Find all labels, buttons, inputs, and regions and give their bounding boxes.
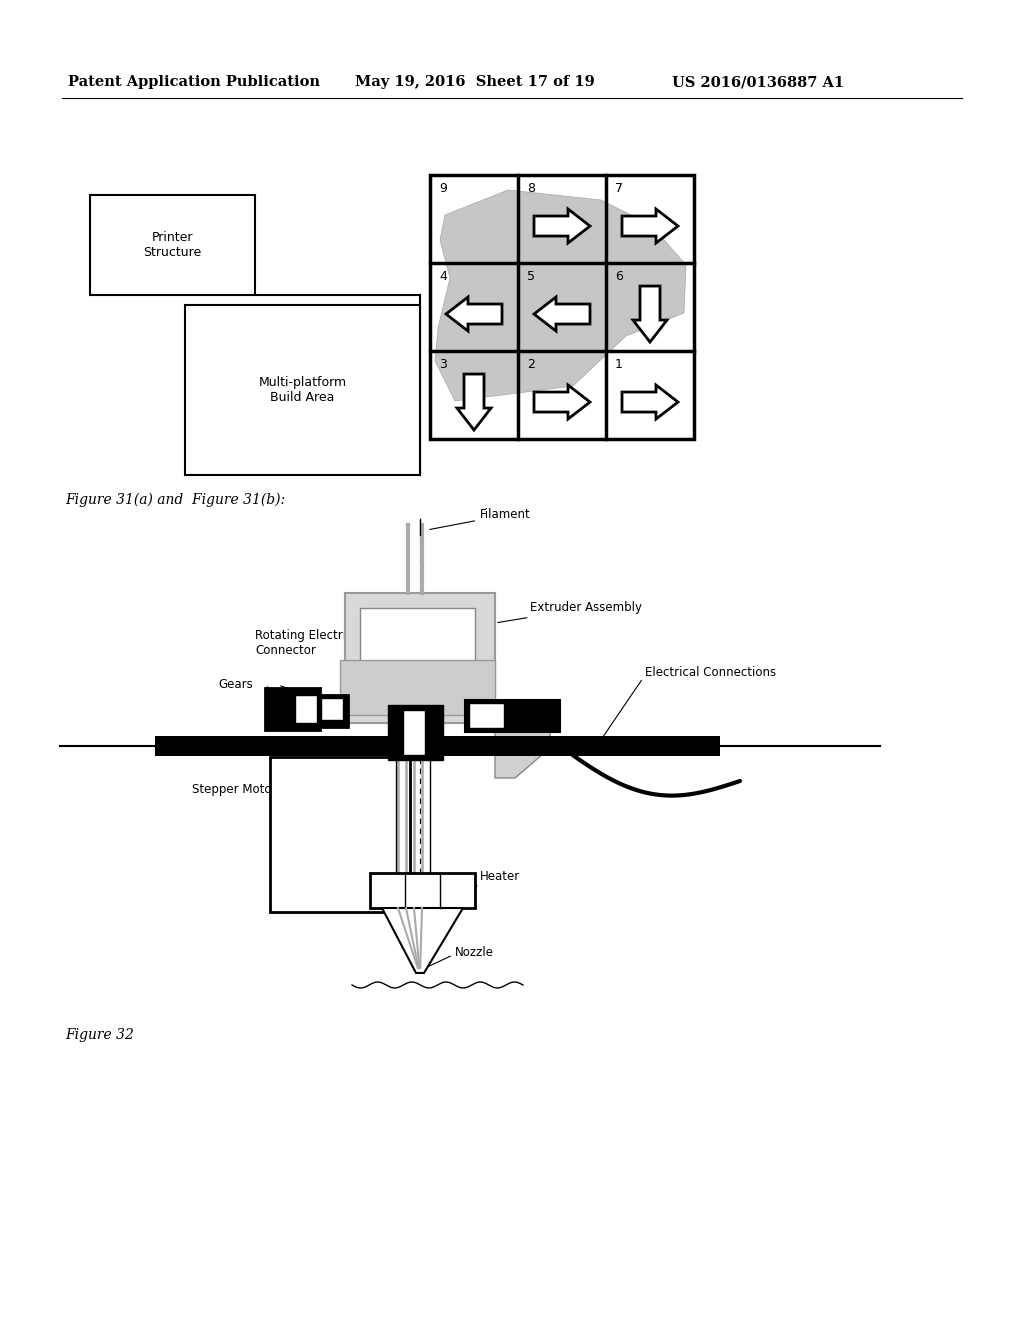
Bar [321, 698, 343, 719]
Text: Multi-platform
Build Area: Multi-platform Build Area [258, 376, 346, 404]
Text: Filament: Filament [430, 508, 530, 529]
Text: 8: 8 [527, 182, 535, 195]
Text: May 19, 2016  Sheet 17 of 19: May 19, 2016 Sheet 17 of 19 [355, 75, 595, 88]
Bar [318, 696, 348, 727]
Text: Nozzle: Nozzle [455, 946, 494, 960]
Text: Printer
Structure: Printer Structure [143, 231, 202, 259]
Polygon shape [633, 286, 667, 342]
Bar [370, 873, 475, 908]
Polygon shape [495, 713, 550, 777]
Bar [90, 195, 255, 294]
Bar [465, 700, 560, 733]
Text: US 2016/0136887 A1: US 2016/0136887 A1 [672, 75, 844, 88]
Bar [270, 756, 410, 912]
Text: Heater: Heater [480, 870, 520, 883]
Text: Stepper Motor: Stepper Motor [193, 784, 276, 796]
Polygon shape [622, 209, 678, 243]
Polygon shape [382, 908, 463, 973]
Text: Electrical Connections: Electrical Connections [645, 665, 776, 678]
Bar [430, 176, 694, 440]
Text: Figure 32: Figure 32 [65, 1028, 134, 1041]
Text: 4: 4 [439, 271, 446, 284]
Text: 3: 3 [439, 359, 446, 371]
Text: Extruder Assembly: Extruder Assembly [498, 602, 642, 623]
Bar [155, 737, 720, 756]
Text: 6: 6 [615, 271, 623, 284]
Text: Figure 31(a) and  Figure 31(b):: Figure 31(a) and Figure 31(b): [65, 492, 285, 507]
Text: 2: 2 [527, 359, 535, 371]
Polygon shape [435, 190, 686, 401]
Bar [265, 688, 319, 730]
Polygon shape [534, 297, 590, 331]
Text: 1: 1 [615, 359, 623, 371]
Bar [295, 696, 317, 723]
Polygon shape [457, 374, 490, 430]
Polygon shape [534, 209, 590, 243]
Text: 7: 7 [615, 182, 623, 195]
Text: 5: 5 [527, 271, 535, 284]
Text: 9: 9 [439, 182, 446, 195]
Bar [388, 705, 443, 760]
Polygon shape [622, 385, 678, 418]
Bar [345, 593, 495, 723]
Bar [403, 710, 425, 755]
Bar [469, 704, 504, 729]
Bar [360, 609, 475, 698]
Text: Gears: Gears [218, 678, 253, 692]
Polygon shape [534, 385, 590, 418]
Text: Patent Application Publication: Patent Application Publication [68, 75, 319, 88]
Bar [340, 660, 495, 715]
Text: Rotating Electrical
Connector: Rotating Electrical Connector [255, 630, 364, 657]
Polygon shape [446, 297, 502, 331]
Bar [185, 305, 420, 475]
